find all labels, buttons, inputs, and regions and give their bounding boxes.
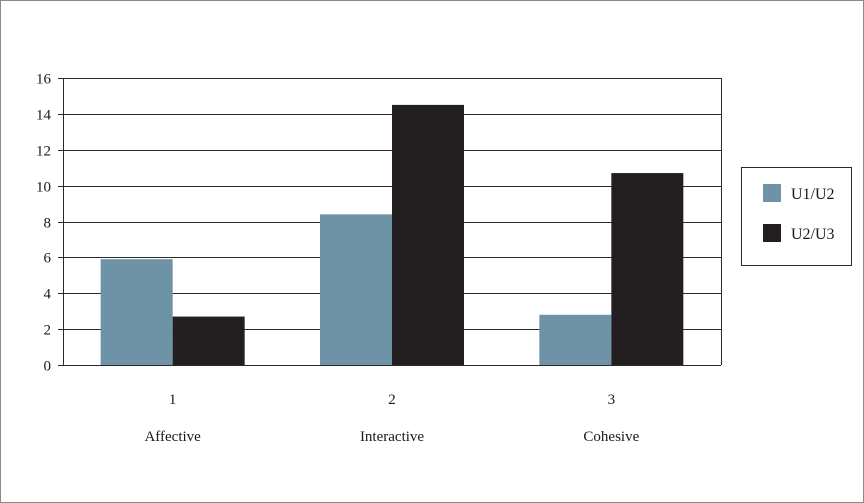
y-tick-label-8: 8 bbox=[44, 216, 52, 232]
y-tick-label-16: 16 bbox=[36, 72, 52, 88]
x-tick-label-3: 3 bbox=[608, 392, 616, 408]
x-category-name-3: Cohesive bbox=[583, 429, 639, 445]
legend-label-u1-u2: U1/U2 bbox=[791, 186, 835, 203]
axes bbox=[58, 78, 722, 366]
bar-u2-u3-1 bbox=[172, 316, 245, 365]
bar-u2-u3-3 bbox=[611, 173, 684, 365]
y-tick-label-10: 10 bbox=[36, 180, 51, 196]
x-tick-label-1: 1 bbox=[169, 392, 177, 408]
bar-u1-u2-3 bbox=[539, 314, 612, 365]
bar-u1-u2-1 bbox=[100, 259, 173, 365]
legend-swatch-u1-u2 bbox=[763, 184, 781, 202]
y-tick-label-4: 4 bbox=[44, 287, 52, 303]
y-tick-label-2: 2 bbox=[44, 323, 52, 339]
bars bbox=[100, 104, 684, 365]
x-category-name-2: Interactive bbox=[360, 429, 424, 445]
legend-label-u2-u3: U2/U3 bbox=[791, 226, 835, 243]
legend-box bbox=[741, 167, 852, 266]
bar-u2-u3-2 bbox=[392, 104, 464, 365]
y-tick-label-14: 14 bbox=[36, 108, 52, 124]
y-tick-label-12: 12 bbox=[36, 144, 51, 160]
x-category-name-1: Affective bbox=[144, 429, 201, 445]
y-tick-labels: 0 2 4 6 8 10 12 14 16 bbox=[36, 72, 52, 375]
y-tick-label-0: 0 bbox=[44, 359, 52, 375]
x-tick-labels: 1 Affective 2 Interactive 3 Cohesive bbox=[144, 392, 639, 445]
legend: U1/U2 U2/U3 bbox=[741, 167, 852, 266]
legend-swatch-u2-u3 bbox=[763, 224, 781, 242]
y-tick-label-6: 6 bbox=[44, 251, 52, 267]
x-tick-label-2: 2 bbox=[388, 392, 396, 408]
bar-u1-u2-2 bbox=[320, 214, 392, 365]
